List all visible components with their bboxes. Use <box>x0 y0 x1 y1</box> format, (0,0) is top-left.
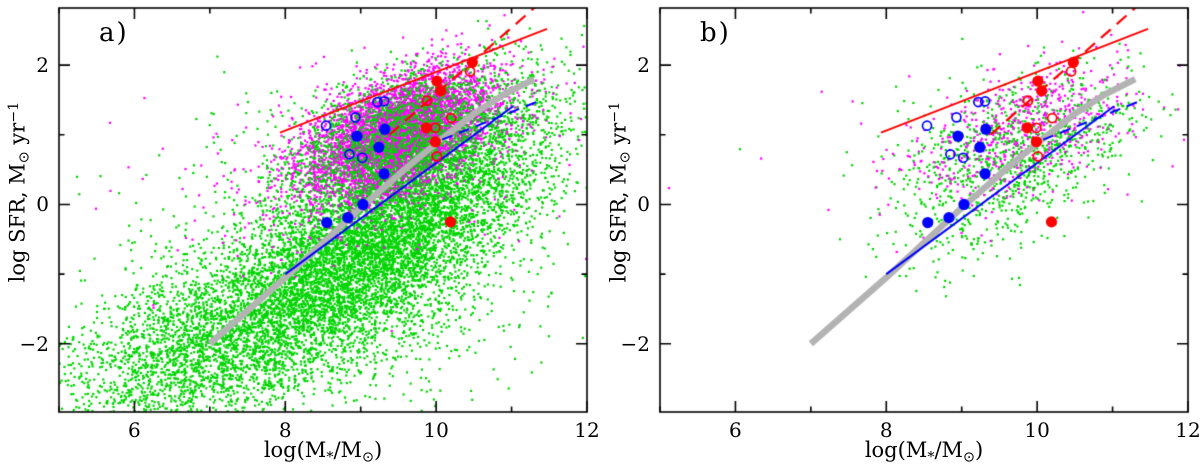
sun-symbol-icon: ⊙ <box>963 449 975 466</box>
x-tick-label-12-panel-b: 12 <box>1175 418 1200 442</box>
y-tick-label-0-panel-a: 0 <box>36 192 49 217</box>
panel-label-a: a) <box>99 18 129 48</box>
x-axis-label-a: log(M*/M⊙) <box>263 438 383 466</box>
x-tick-label-10-panel-b: 10 <box>1024 418 1050 442</box>
x-tick-label-6-panel-b: 6 <box>729 418 742 442</box>
y-tick-label-2-panel-b: 2 <box>637 53 650 78</box>
y-tick-label-2-panel-a: 2 <box>36 53 49 78</box>
x-tick-label-6-panel-a: 6 <box>128 418 141 442</box>
x-tick-label-8-panel-b: 8 <box>879 418 893 442</box>
y-tick-label-0-panel-b: 0 <box>637 192 650 217</box>
y-axis-label-a: log SFR, M⊙ yr−1 <box>5 101 33 283</box>
y-axis-label-b: log SFR, M⊙ yr−1 <box>606 101 634 283</box>
panel-label-b: b) <box>700 18 731 48</box>
x-tick-label-10-panel-a: 10 <box>423 418 449 442</box>
y-tick-label-−2-panel-b: −2 <box>620 331 650 356</box>
y-tick-label-−2-panel-a: −2 <box>19 331 49 356</box>
x-tick-label-12-panel-a: 12 <box>574 418 600 442</box>
sun-symbol-icon: ⊙ <box>16 151 33 164</box>
x-tick-label-8-panel-a: 8 <box>278 418 292 442</box>
x-axis-label-b: log(M*/M⊙) <box>864 438 984 466</box>
sun-symbol-icon: ⊙ <box>362 449 374 466</box>
sun-symbol-icon: ⊙ <box>617 151 634 164</box>
